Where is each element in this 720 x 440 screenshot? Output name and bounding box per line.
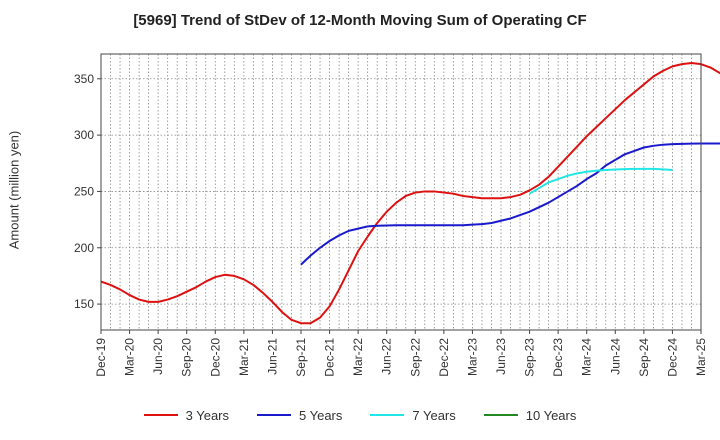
legend-label: 10 Years: [525, 407, 577, 423]
series-line-3: [529, 167, 673, 195]
x-tick-label: Sep-20: [180, 338, 194, 377]
legend-item: 5 Years: [257, 408, 342, 423]
y-tick-label: 300: [74, 128, 94, 142]
x-tick-labels: Dec-19 Mar-20 Jun-20 Sep-20 Dec-20 Mar-21 Jun-…: [94, 330, 708, 377]
x-tick-label: Sep-23: [523, 338, 537, 377]
y-tick-label: 250: [74, 184, 94, 198]
series-line-1: [100, 62, 720, 325]
y-tick-label: 350: [74, 72, 94, 86]
legend-item: 3 Years: [143, 407, 229, 423]
x-tick-label: Jun-21: [265, 338, 279, 375]
x-tick-label: Mar-21: [237, 338, 251, 376]
x-tick-label: Sep-22: [408, 338, 422, 377]
grid-lines: [100, 54, 702, 330]
legend-item: 7 Years: [370, 407, 456, 423]
x-tick-label: Dec-21: [323, 338, 337, 377]
y-tick-label: 150: [74, 297, 94, 311]
legend-swatch: [483, 414, 518, 416]
y-tick-labels: 150 200 250 300 350: [74, 72, 101, 311]
legend-label: 3 Years: [185, 407, 229, 423]
x-tick-label: Jun-24: [608, 338, 622, 375]
x-tick-label: Mar-23: [465, 338, 479, 376]
x-tick-label: Dec-24: [665, 338, 679, 377]
x-tick-label: Sep-21: [294, 338, 308, 377]
legend-item: 10 Years: [483, 407, 577, 423]
legend-label: 7 Years: [412, 407, 456, 423]
series-lines: [100, 62, 720, 325]
x-tick-label: Dec-22: [437, 338, 451, 377]
x-tick-label: Mar-20: [123, 338, 137, 376]
x-tick-label: Dec-20: [208, 338, 222, 377]
legend-swatch: [257, 414, 291, 416]
x-tick-label: Dec-19: [94, 338, 108, 377]
x-tick-label: Mar-25: [694, 338, 708, 376]
x-tick-label: Mar-24: [580, 338, 594, 376]
x-tick-label: Sep-24: [637, 338, 651, 377]
y-tick-label: 200: [74, 241, 94, 255]
legend-label: 5 Years: [299, 407, 343, 423]
x-tick-label: Jun-23: [494, 338, 508, 375]
series-line-2: [300, 142, 720, 266]
plot-frame: [100, 53, 702, 331]
legend-swatch: [143, 414, 178, 416]
legend: 3 Years 5 Years 7 Years 10 Years: [0, 404, 720, 426]
x-tick-label: Dec-23: [551, 338, 565, 377]
chart-title: [5969] Trend of StDev of 12-Month Moving…: [133, 12, 587, 29]
x-tick-label: Jun-20: [151, 338, 165, 375]
x-tick-label: Jun-22: [380, 338, 394, 375]
legend-swatch: [370, 414, 405, 416]
x-tick-label: Mar-22: [351, 338, 365, 376]
